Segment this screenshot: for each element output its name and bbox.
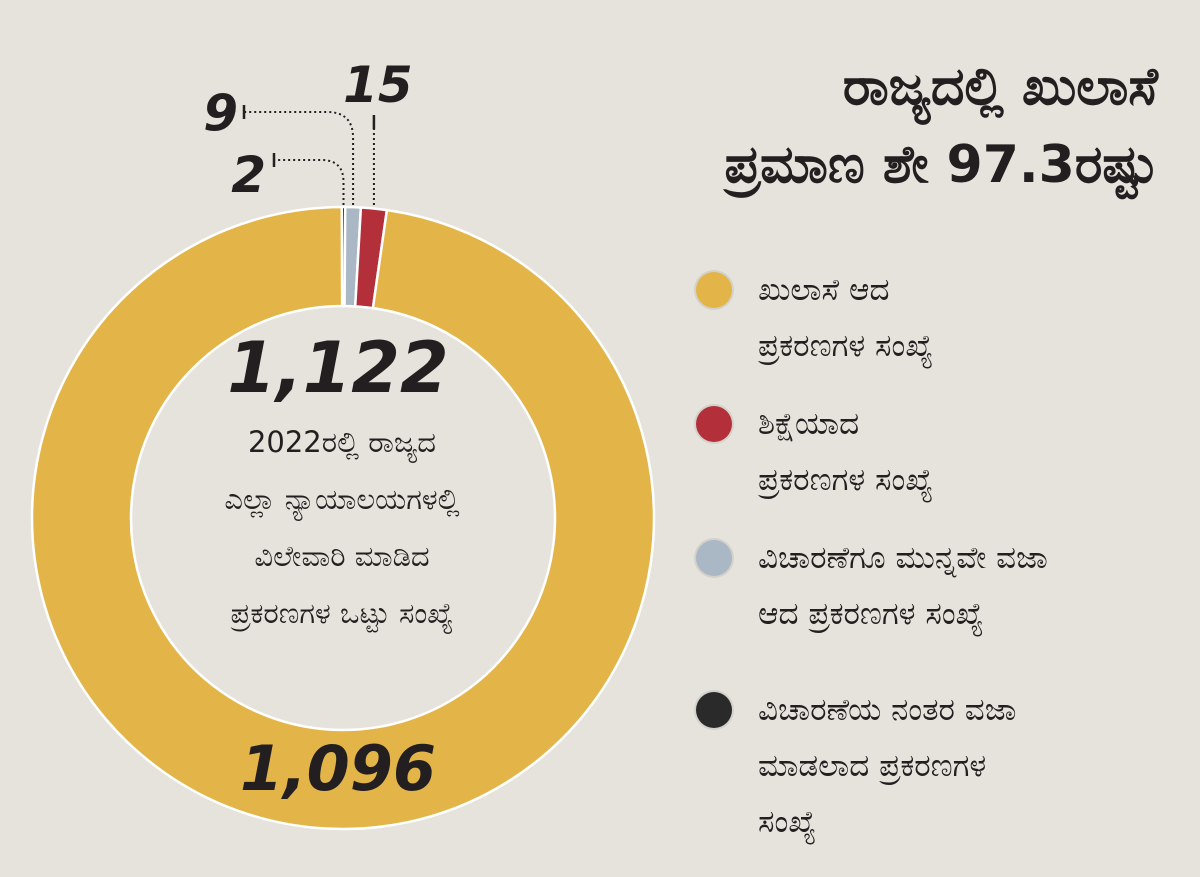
legend-swatch-dismissed-before-trial	[696, 540, 732, 576]
legend-label-acquitted: ಖುಲಾಸೆ ಆದ ಪ್ರಕರಣಗಳ ಸಂಖ್ಯೆ	[758, 272, 934, 364]
leader-lines	[242, 105, 376, 205]
slice-labels: 15 92 1,096	[203, 56, 436, 805]
slice-value-dismissed-after-trial: 2	[231, 146, 266, 204]
slice-value-convicted: 15	[343, 56, 413, 114]
donut-chart: 15 92 1,096 1,122 2022ರಲ್ಲಿ ರಾಜ್ಯದ ಎಲ್ಲಾ ನ್…	[30, 56, 656, 831]
chart-title-text: ರಾಜ್ಯದಲ್ಲಿ ಖುಲಾಸೆ ಪ್ರಮಾಣ ಶೇ 97.3ರಷ್ಟು	[724, 57, 1158, 195]
legend-swatch-convicted	[696, 406, 732, 442]
chart-title: ರಾಜ್ಯದಲ್ಲಿ ಖುಲಾಸೆ ಪ್ರಮಾಣ ಶೇ 97.3ರಷ್ಟು	[638, 48, 1158, 204]
legend-item-dismissed-before-trial: ವಿಚಾರಣೆಗೂ ಮುನ್ನವೇ ವಜಾ ಆದ ಪ್ರಕರಣಗಳ ಸಂಖ್ಯೆ	[690, 530, 1180, 642]
slice-value-acquitted: 1,096	[240, 732, 436, 805]
legend-swatch-dismissed-after-trial	[696, 692, 732, 728]
donut-slices	[30, 205, 656, 831]
legend-label-convicted: ಶಿಕ್ಷೆಯಾದ ಪ್ರಕರಣಗಳ ಸಂಖ್ಯೆ	[758, 406, 934, 498]
total-caption-line: ಎಲ್ಲಾ ನ್ಯಾಯಾಲಯಗಳಲ್ಲಿ	[224, 482, 459, 522]
legend-item-convicted: ಶಿಕ್ಷೆಯಾದ ಪ್ರಕರಣಗಳ ಸಂಖ್ಯೆ	[690, 396, 1180, 508]
total-value: 1,122	[227, 327, 448, 409]
legend-swatch-acquitted	[696, 272, 732, 308]
total-caption-line: ವಿಲೇವಾರಿ ಮಾಡಿದ	[254, 539, 429, 573]
legend-label-dismissed-before-trial: ವಿಚಾರಣೆಗೂ ಮುನ್ನವೇ ವಜಾ ಆದ ಪ್ರಕರಣಗಳ ಸಂಖ್ಯೆ	[758, 540, 1048, 632]
leader-dismissed-after-trial	[274, 159, 345, 205]
slice-acquitted	[30, 205, 656, 831]
legend-item-dismissed-after-trial: ವಿಚಾರಣೆಯ ನಂತರ ವಜಾ ಮಾಡಲಾದ ಪ್ರಕರಣಗಳ ಸಂಖ್ಯೆ	[690, 682, 1180, 850]
legend-label-dismissed-after-trial: ವಿಚಾರಣೆಯ ನಂತರ ವಜಾ ಮಾಡಲಾದ ಪ್ರಕರಣಗಳ ಸಂಖ್ಯೆ	[758, 692, 1017, 840]
total-caption-line: 2022ರಲ್ಲಿ ರಾಜ್ಯದ	[248, 425, 436, 464]
total-caption: 2022ರಲ್ಲಿ ರಾಜ್ಯದ ಎಲ್ಲಾ ನ್ಯಾಯಾಲಯಗಳಲ್ಲಿ ವಿಲೇ…	[224, 425, 459, 635]
slice-value-dismissed-before-trial: 9	[203, 84, 238, 142]
legend-item-acquitted: ಖುಲಾಸೆ ಆದ ಪ್ರಕರಣಗಳ ಸಂಖ್ಯೆ	[690, 262, 1180, 374]
total-caption-line: ಪ್ರಕರಣಗಳ ಒಟ್ಟು ಸಂಖ್ಯೆ	[230, 596, 453, 635]
legend: ಖುಲಾಸೆ ಆದ ಪ್ರಕರಣಗಳ ಸಂಖ್ಯೆ ಶಿಕ್ಷೆಯಾದ ಪ್ರಕ…	[690, 262, 1180, 850]
